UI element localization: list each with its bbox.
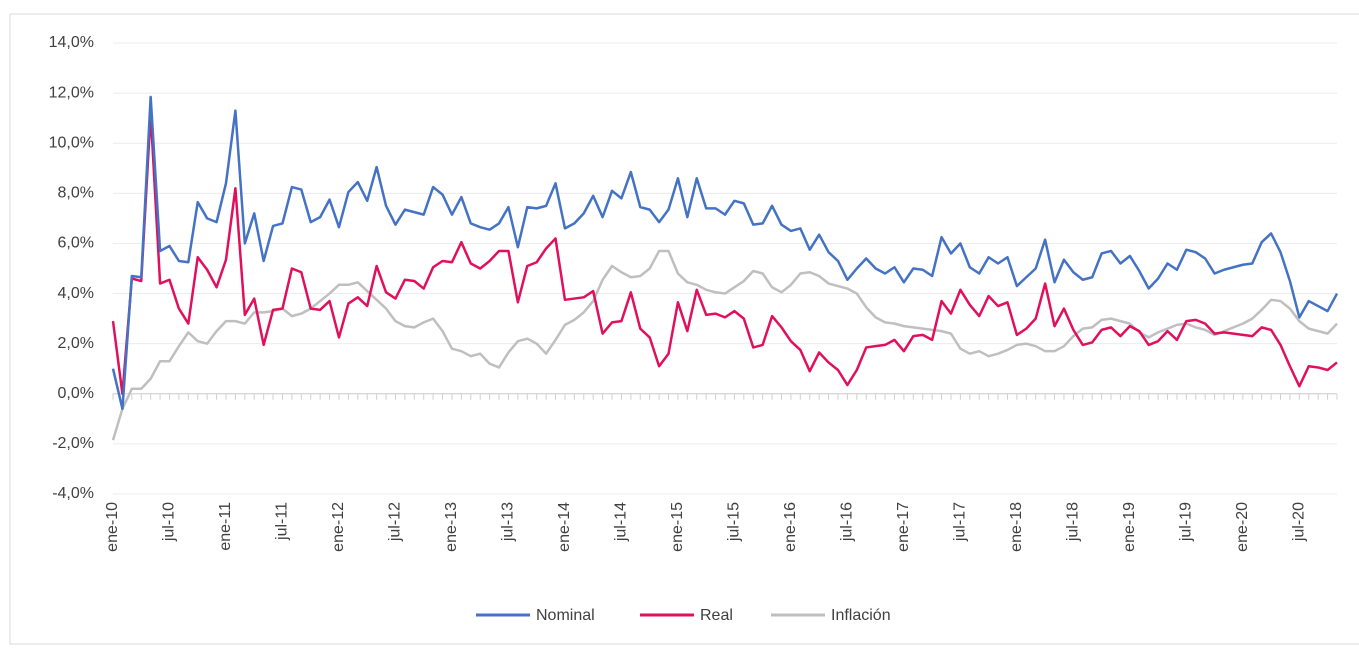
x-tick-label: ene-11 <box>217 502 234 551</box>
line-series <box>111 249 1338 441</box>
x-tick-label: jul-10 <box>161 502 178 542</box>
y-tick-label: 8,0% <box>58 185 94 202</box>
x-tick-label: jul-16 <box>839 502 856 542</box>
y-tick-label: 14,0% <box>49 34 94 51</box>
line-series <box>111 95 1339 411</box>
x-tick-label: ene-16 <box>782 502 799 552</box>
x-tick-label: jul-20 <box>1291 502 1308 542</box>
x-tick-label: ene-10 <box>104 502 121 552</box>
y-tick-label: 6,0% <box>58 235 94 252</box>
x-tick-label: ene-19 <box>1121 502 1138 552</box>
x-tick-label: jul-15 <box>726 502 743 542</box>
line-series <box>111 111 1338 396</box>
x-tick-label: ene-15 <box>669 502 686 552</box>
y-tick-label: -4,0% <box>52 485 94 502</box>
x-tick-label: jul-11 <box>274 502 291 541</box>
x-tick-label: jul-19 <box>1178 502 1195 542</box>
y-tick-label: -2,0% <box>52 435 94 452</box>
legend-label: Inflación <box>831 607 891 624</box>
x-tick-label: jul-18 <box>1065 502 1082 542</box>
x-tick-label: jul-12 <box>387 502 404 542</box>
x-tick-label: ene-17 <box>895 502 912 552</box>
x-tick-label: jul-17 <box>952 502 969 542</box>
x-tick-label: ene-14 <box>556 502 573 552</box>
y-tick-label: 12,0% <box>49 84 94 101</box>
y-tick-label: 10,0% <box>49 134 94 151</box>
x-tick-label: jul-13 <box>500 502 517 542</box>
x-tick-label: ene-12 <box>330 502 347 552</box>
y-tick-label: 4,0% <box>58 285 94 302</box>
x-tick-label: ene-20 <box>1234 502 1251 552</box>
x-tick-label: jul-14 <box>613 502 630 542</box>
x-tick-label: ene-13 <box>443 502 460 552</box>
chart-frame <box>9 13 1359 645</box>
y-tick-label: 0,0% <box>58 385 94 402</box>
y-tick-label: 2,0% <box>58 335 94 352</box>
legend-label: Real <box>700 607 733 624</box>
legend-label: Nominal <box>536 607 595 624</box>
x-tick-label: ene-18 <box>1008 502 1025 552</box>
